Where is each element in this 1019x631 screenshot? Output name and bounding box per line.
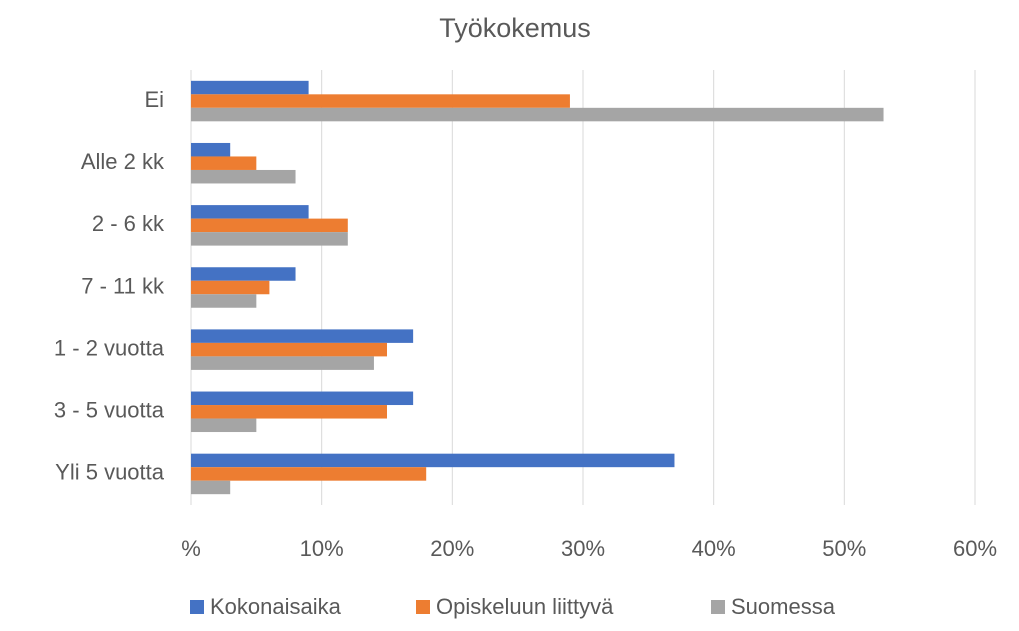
bar	[191, 342, 387, 357]
bar	[191, 267, 296, 281]
bar	[191, 329, 414, 343]
legend-label: Suomessa	[731, 594, 836, 619]
bar	[191, 280, 270, 295]
x-tick-label: 30%	[561, 536, 605, 561]
y-tick-label: 7 - 11 kk	[81, 273, 165, 298]
y-tick-label: 1 - 2 vuotta	[54, 335, 165, 360]
legend-swatch	[416, 600, 430, 614]
bar	[191, 294, 257, 308]
chart-title: Työkokemus	[439, 13, 591, 43]
bar	[191, 418, 257, 433]
bar	[191, 107, 884, 122]
x-tick-label: 40%	[692, 536, 736, 561]
legend-label: Opiskeluun liittyvä	[436, 594, 614, 619]
bar	[191, 480, 231, 495]
bar	[191, 142, 231, 157]
y-tick-label: 3 - 5 vuotta	[54, 398, 165, 423]
x-tick-label: 60%	[953, 536, 997, 561]
bar	[191, 156, 257, 170]
bar	[191, 218, 348, 233]
x-tick-label: 20%	[430, 536, 474, 561]
bar	[191, 80, 309, 95]
bar	[191, 169, 296, 184]
bar	[191, 405, 387, 419]
x-tick-label: 50%	[822, 536, 866, 561]
y-tick-label: 2 - 6 kk	[92, 211, 165, 236]
x-tick-label: %	[181, 536, 201, 561]
bar	[191, 94, 570, 108]
y-tick-label: Yli 5 vuotta	[55, 460, 165, 485]
bar	[191, 356, 374, 370]
legend-label: Kokonaisaika	[210, 594, 342, 619]
bar	[191, 205, 309, 219]
bar	[191, 453, 675, 468]
y-tick-label: Alle 2 kk	[81, 149, 165, 174]
x-tick-label: 10%	[300, 536, 344, 561]
legend-swatch	[190, 600, 204, 614]
legend-swatch	[711, 600, 725, 614]
y-tick-label: Ei	[144, 87, 164, 112]
bar	[191, 467, 427, 481]
bar	[191, 391, 414, 406]
bar	[191, 232, 348, 246]
